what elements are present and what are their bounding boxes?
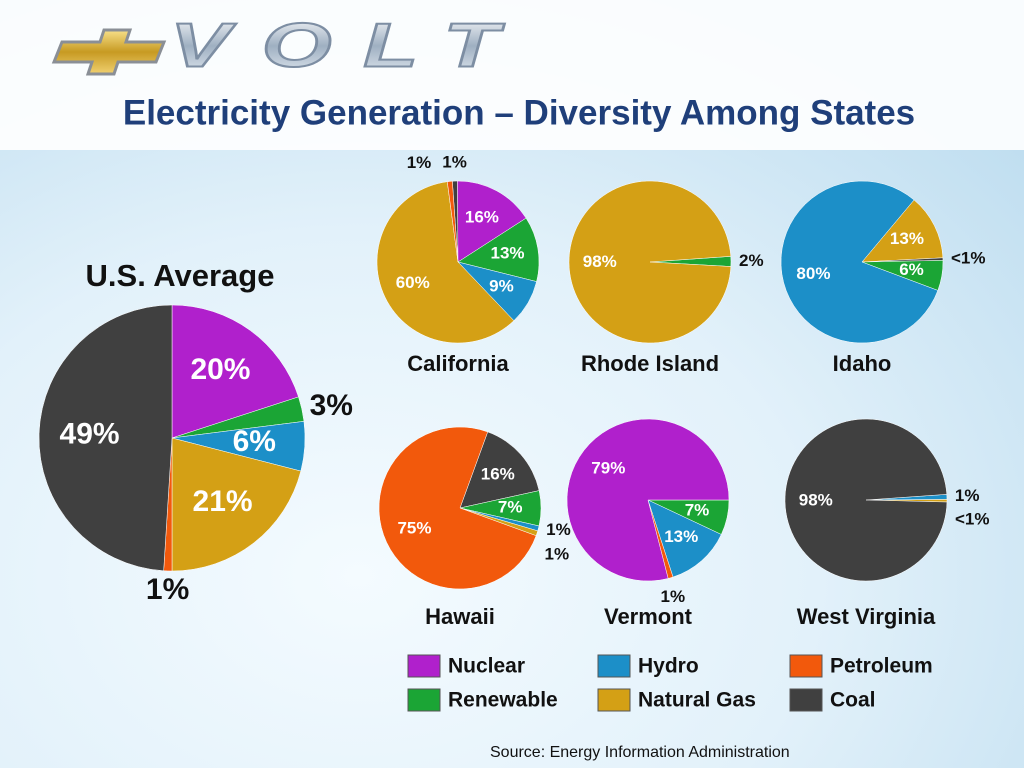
- legend-swatch: [789, 654, 823, 678]
- source: Source: Energy Information Administratio…: [490, 744, 790, 761]
- slice-label: <1%: [955, 509, 990, 528]
- pie-title: Vermont: [604, 604, 693, 629]
- pie-slice: [568, 180, 732, 344]
- slice-label: 2%: [739, 251, 764, 270]
- legend-label: Renewable: [448, 689, 558, 712]
- legend-swatch: [789, 688, 823, 712]
- legend-swatch: [597, 654, 631, 678]
- slice-label: 98%: [799, 491, 833, 510]
- slice-label: 1%: [442, 153, 467, 172]
- slice-label: 13%: [491, 243, 525, 262]
- slice-label: 21%: [193, 485, 253, 518]
- slice-label: 7%: [498, 498, 523, 517]
- pie-title: U.S. Average: [86, 258, 275, 293]
- pie-slice: [447, 180, 459, 263]
- slice-label: 16%: [465, 207, 499, 226]
- pie-slice: [171, 437, 302, 572]
- pie-slice: [780, 180, 939, 344]
- pie-slice: [457, 180, 527, 263]
- header-band: [0, 0, 1024, 150]
- slice-label: 13%: [664, 527, 698, 546]
- slice-label: 80%: [796, 264, 830, 283]
- slice-label: 1%: [955, 486, 980, 505]
- pie-slice: [459, 431, 540, 509]
- slide-title: Electricity Generation – Diversity Among…: [123, 93, 915, 132]
- slice-label: 1%: [661, 587, 686, 606]
- pie-title: West Virginia: [797, 604, 936, 629]
- slice-label: 75%: [397, 519, 431, 538]
- legend-label: Petroleum: [830, 655, 933, 678]
- slice-label: 79%: [591, 459, 625, 478]
- slice-label: 1%: [545, 544, 570, 563]
- slice-label: 9%: [489, 277, 514, 296]
- pie-title: Idaho: [833, 351, 892, 376]
- slice-label: 16%: [481, 464, 515, 483]
- pie-slice: [457, 217, 540, 282]
- pie-title: Hawaii: [425, 604, 495, 629]
- slice-label: 49%: [60, 417, 120, 450]
- slice-label: 1%: [146, 573, 189, 606]
- logo-text: VOLT: [170, 11, 530, 80]
- slice-label: <1%: [951, 248, 986, 267]
- logo: VOLT: [51, 10, 530, 81]
- legend-label: Hydro: [638, 655, 699, 678]
- pie-slice: [566, 418, 730, 582]
- pies: U.S. Average 20% 3% 6% 21% 1% 49% California 1% 1…: [38, 153, 990, 629]
- legend: Nuclear Hydro Petroleum Renewable Natural Ga…: [407, 654, 933, 712]
- pie-slice: [376, 181, 515, 344]
- legend-label: Coal: [830, 689, 876, 712]
- legend-swatch: [407, 654, 441, 678]
- legend-label: Nuclear: [448, 655, 525, 678]
- slice-label: 7%: [685, 500, 710, 519]
- slice-label: 98%: [583, 252, 617, 271]
- slice-label: 20%: [190, 353, 250, 386]
- pie-slice: [171, 304, 299, 439]
- slice-label: 6%: [899, 260, 924, 279]
- pie-slice: [378, 426, 537, 590]
- pie-title: California: [407, 351, 509, 376]
- slice-label: 13%: [890, 229, 924, 248]
- pie-slice: [861, 199, 944, 263]
- slice-label: 60%: [396, 273, 430, 292]
- pie-title: Rhode Island: [581, 351, 719, 376]
- bowtie: [51, 28, 167, 76]
- slice-label: 6%: [233, 425, 276, 458]
- legend-label: Natural Gas: [638, 689, 756, 712]
- slice-label: 3%: [310, 389, 353, 422]
- legend-swatch: [407, 688, 441, 712]
- slice-label: 1%: [546, 520, 571, 539]
- slice-label: 1%: [407, 153, 432, 172]
- pie-slice: [784, 418, 948, 582]
- legend-swatch: [597, 688, 631, 712]
- pie-slice: [38, 304, 173, 572]
- pie-slice: [647, 499, 722, 578]
